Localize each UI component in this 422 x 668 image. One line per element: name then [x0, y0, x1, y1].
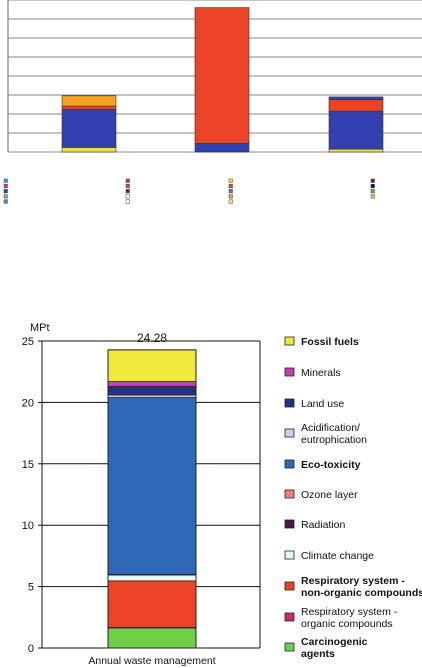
legend-label: Land use — [301, 398, 344, 410]
top-bar-segment — [61, 109, 117, 148]
top-bar-segment — [61, 95, 117, 107]
y-tick-label: 5 — [28, 582, 34, 594]
legend-swatch — [284, 642, 295, 652]
legend-swatch — [284, 550, 295, 560]
top-bar-segment — [194, 143, 250, 153]
y-tick-label: 10 — [22, 520, 34, 532]
legend-swatch — [284, 398, 295, 408]
bar-segment — [107, 381, 197, 387]
legend-swatch — [284, 459, 295, 469]
legend-swatch — [284, 336, 295, 346]
top-bar-segment — [328, 110, 384, 150]
x-category-label: Annual waste management — [88, 655, 215, 667]
main-legend: Fossil fuels Minerals Land use Acidificatio… — [284, 336, 422, 660]
top-stacked-bar-chart — [7, 0, 422, 153]
legend-label: Respiratory system -non-organic compound… — [301, 575, 422, 599]
top-legend-swatch — [228, 183, 233, 188]
bar-segment — [107, 397, 197, 575]
y-tick-label: 0 — [28, 643, 34, 655]
top-legend-swatch — [228, 194, 233, 199]
top-bar-segment — [328, 99, 384, 112]
bar-segment — [107, 627, 197, 649]
legend-label: Eco-toxicity — [301, 459, 361, 471]
bar-segment — [107, 394, 197, 398]
top-legend-swatch — [125, 199, 130, 204]
top-legend-swatch — [125, 183, 130, 188]
bar-segment — [107, 580, 197, 628]
top-bar-segment — [328, 96, 384, 101]
top-bar-segment — [61, 147, 117, 153]
y-tick-label: 25 — [22, 336, 34, 348]
legend-label: Acidification/eutrophication — [301, 422, 367, 446]
top-legend — [3, 178, 375, 204]
legend-swatch — [284, 428, 295, 438]
unit-label: MPt — [30, 322, 50, 334]
top-legend-swatch — [3, 189, 8, 194]
total-label: 24.28 — [137, 331, 167, 345]
top-legend-swatch — [3, 194, 8, 199]
legend-label: Carcinogenic agents — [301, 636, 368, 660]
top-legend-swatch — [3, 178, 8, 183]
legend-label: Ozone layer — [301, 489, 358, 501]
top-bar-segment — [194, 7, 250, 144]
top-legend-swatch — [3, 183, 8, 188]
top-legend-swatch — [125, 194, 130, 199]
legend-swatch — [284, 367, 295, 377]
top-legend-swatch — [228, 199, 233, 204]
y-tick-label: 15 — [22, 459, 34, 471]
top-bar-segment — [328, 148, 384, 153]
bar-outline — [107, 349, 197, 649]
legend-swatch — [284, 519, 295, 529]
top-legend-swatch — [228, 189, 233, 194]
top-legend-swatch — [370, 194, 375, 199]
legend-swatch — [284, 581, 295, 591]
top-legend-swatch — [3, 199, 8, 204]
y-tick-label: 20 — [22, 397, 34, 409]
top-legend-swatch — [370, 178, 375, 183]
legend-label: Climate change — [301, 550, 374, 562]
legend-label: Radiation — [301, 519, 346, 531]
top-legend-swatch — [125, 178, 130, 183]
bar-segment — [107, 349, 197, 382]
top-legend-swatch — [370, 183, 375, 188]
bar-segment — [107, 386, 197, 396]
legend-label: Minerals — [301, 367, 341, 379]
top-legend-swatch — [228, 178, 233, 183]
legend-label: Fossil fuels — [301, 336, 359, 348]
main-stacked-bar-chart: 0 5 10 15 20 25 MPt 24.28 Annual waste managemen… — [22, 322, 261, 667]
top-legend-swatch — [370, 189, 375, 194]
legend-swatch — [284, 612, 295, 622]
top-legend-swatch — [125, 189, 130, 194]
bar-segment — [107, 574, 197, 582]
legend-label: Respiratory system -organic compounds — [301, 606, 398, 630]
top-bar-segment — [61, 105, 117, 110]
legend-swatch — [284, 489, 295, 499]
